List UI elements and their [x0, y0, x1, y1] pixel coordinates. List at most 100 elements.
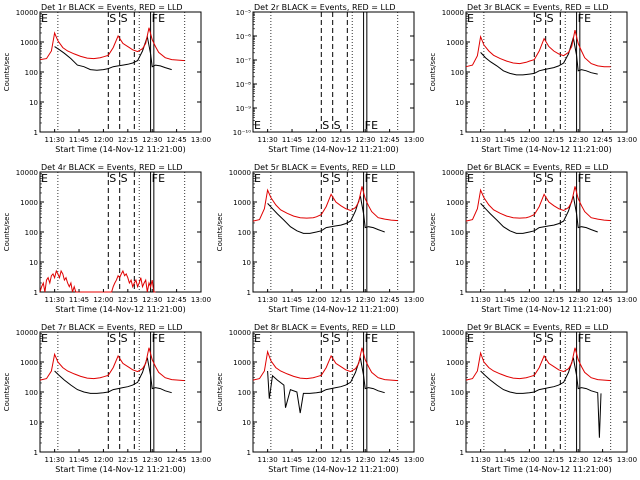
marker-label: E — [584, 332, 591, 345]
y-axis-label: Counts/sec — [429, 213, 437, 252]
marker-label: F — [152, 332, 158, 345]
plot-frame — [252, 171, 415, 293]
marker-label: E — [41, 172, 48, 185]
series-line-lld — [465, 347, 611, 382]
x-tick-label: 12:00 — [306, 456, 326, 464]
x-tick-label: 12:15 — [331, 136, 351, 144]
marker-label: E — [467, 172, 474, 185]
marker-label: S — [535, 12, 542, 25]
series-line-lld — [39, 347, 185, 382]
y-tick-label: 10 — [242, 419, 251, 427]
y-tick-label: 100 — [451, 229, 464, 237]
x-tick-label: 11:45 — [495, 456, 515, 464]
y-axis-label: Counts/sec — [3, 213, 11, 252]
x-axis-label: Start Time (14-Nov-12 11:21:00) — [481, 305, 611, 314]
x-tick-label: 13:00 — [404, 296, 424, 304]
x-tick-label: 11:45 — [69, 456, 89, 464]
plot-frame — [39, 331, 202, 453]
x-tick-label: 12:30 — [142, 296, 162, 304]
marker-label: F — [578, 172, 584, 185]
x-tick-label: 12:00 — [519, 296, 539, 304]
marker-label: E — [41, 332, 48, 345]
marker-label: F — [152, 12, 158, 25]
x-tick-label: 11:30 — [45, 136, 65, 144]
y-tick-label: 10⁻⁵ — [236, 9, 252, 17]
x-tick-label: 11:30 — [45, 296, 65, 304]
y-tick-label: 10 — [29, 419, 38, 427]
x-tick-label: 12:30 — [142, 136, 162, 144]
x-tick-label: 12:15 — [544, 136, 564, 144]
marker-label: S — [109, 12, 116, 25]
y-tick-label: 1000 — [233, 359, 251, 367]
y-tick-label: 100 — [25, 69, 38, 77]
x-tick-label: 12:45 — [593, 456, 613, 464]
y-tick-label: 10⁻⁶ — [236, 33, 252, 41]
marker-label: S — [109, 332, 116, 345]
x-tick-label: 12:30 — [355, 296, 375, 304]
y-tick-label: 10 — [29, 99, 38, 107]
series-line-lld — [39, 269, 156, 293]
y-tick-label: 1 — [460, 289, 464, 297]
y-tick-label: 10000 — [16, 329, 38, 337]
panel-title: Det 2r BLACK = Events, RED = LLD — [254, 3, 396, 12]
marker-label: S — [322, 332, 329, 345]
x-tick-label: 12:30 — [568, 456, 588, 464]
y-tick-label: 1000 — [446, 39, 464, 47]
y-tick-label: 10 — [242, 259, 251, 267]
x-tick-label: 11:45 — [495, 296, 515, 304]
y-tick-label: 10000 — [229, 169, 251, 177]
series-line-lld — [252, 186, 398, 222]
y-tick-label: 100 — [25, 229, 38, 237]
marker-label: S — [322, 119, 329, 132]
x-tick-label: 12:45 — [593, 296, 613, 304]
panel-title: Det 4r BLACK = Events, RED = LLD — [41, 163, 183, 172]
x-tick-label: 13:00 — [404, 456, 424, 464]
y-tick-label: 1 — [460, 449, 464, 457]
marker-label: E — [584, 172, 591, 185]
x-tick-label: 11:45 — [282, 136, 302, 144]
x-tick-label: 12:30 — [142, 456, 162, 464]
x-tick-label: 12:00 — [306, 136, 326, 144]
x-tick-label: 12:00 — [519, 456, 539, 464]
y-axis-label: Counts/sec — [216, 373, 224, 412]
marker-label: S — [121, 12, 128, 25]
x-tick-label: 12:15 — [118, 296, 138, 304]
x-tick-label: 11:30 — [258, 136, 278, 144]
y-axis-label: Counts/sec — [216, 213, 224, 252]
plot-frame — [465, 171, 628, 293]
series-line-events — [480, 195, 598, 234]
series-line-events — [480, 357, 602, 438]
series-line-lld — [465, 29, 611, 68]
x-tick-label: 12:30 — [568, 136, 588, 144]
x-tick-label: 11:45 — [495, 136, 515, 144]
marker-label: S — [121, 172, 128, 185]
marker-label: S — [121, 332, 128, 345]
x-tick-label: 12:45 — [167, 296, 187, 304]
plot-frame — [39, 11, 202, 133]
y-tick-label: 10 — [455, 99, 464, 107]
y-tick-label: 10000 — [16, 9, 38, 17]
y-tick-label: 1000 — [446, 359, 464, 367]
x-tick-label: 13:00 — [191, 296, 211, 304]
y-tick-label: 10000 — [442, 9, 464, 17]
series-line-events — [267, 195, 385, 234]
series-line-lld — [465, 186, 611, 222]
x-tick-label: 12:00 — [306, 296, 326, 304]
x-tick-label: 12:00 — [93, 456, 113, 464]
x-tick-label: 11:30 — [471, 456, 491, 464]
y-tick-label: 100 — [451, 69, 464, 77]
x-tick-label: 12:15 — [544, 456, 564, 464]
x-axis-label: Start Time (14-Nov-12 11:21:00) — [55, 465, 185, 474]
y-tick-label: 1000 — [446, 199, 464, 207]
y-axis-label: Counts/sec — [3, 373, 11, 412]
x-tick-label: 11:45 — [282, 296, 302, 304]
panel-title: Det 9r BLACK = Events, RED = LLD — [467, 323, 609, 332]
y-tick-label: 1 — [247, 449, 251, 457]
x-tick-label: 11:45 — [282, 456, 302, 464]
y-axis-label: Counts/sec — [429, 373, 437, 412]
marker-label: S — [535, 172, 542, 185]
